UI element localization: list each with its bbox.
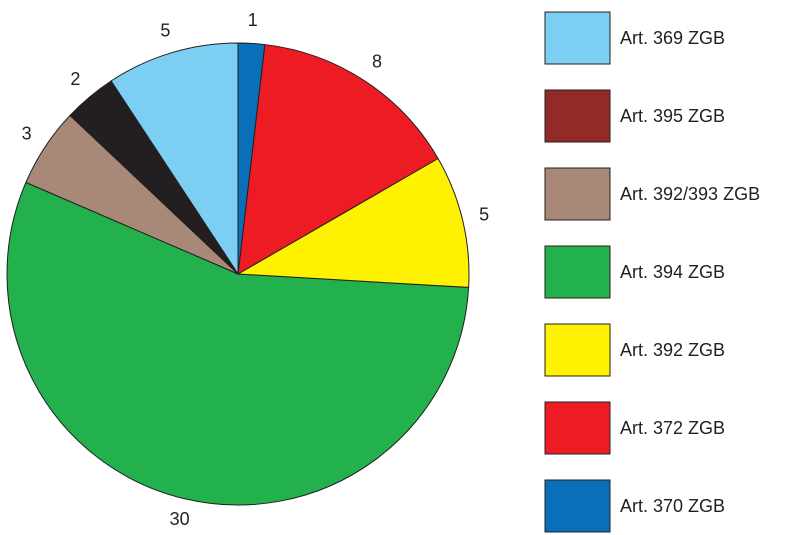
data-label: 1 (248, 10, 258, 30)
data-label: 2 (70, 69, 80, 89)
legend-swatch (544, 479, 611, 533)
legend-swatch (544, 167, 611, 221)
legend-label: Art. 395 ZGB (620, 106, 725, 126)
pie-slice (6, 181, 470, 506)
legend-label: Art. 394 ZGB (620, 262, 725, 282)
legend-swatch (544, 11, 611, 65)
legend-label: Art. 369 ZGB (620, 28, 725, 48)
legend-swatch (544, 323, 611, 377)
legend-swatch (544, 401, 611, 455)
data-label: 3 (22, 124, 32, 144)
legend-label: Art. 372 ZGB (620, 418, 725, 438)
legend-label: Art. 370 ZGB (620, 496, 725, 516)
pie-slice (110, 42, 239, 276)
legend-label: Art. 392 ZGB (620, 340, 725, 360)
legend-swatch (544, 89, 611, 143)
pie-slice (237, 44, 439, 275)
data-label: 8 (372, 51, 382, 71)
data-label: 5 (479, 204, 489, 224)
data-label: 30 (170, 509, 190, 529)
pie-slice (236, 157, 470, 288)
pie-slice (237, 42, 266, 275)
legend-label: Art. 392/393 ZGB (620, 184, 760, 204)
legend-swatch (544, 245, 611, 299)
data-label: 5 (160, 20, 170, 40)
